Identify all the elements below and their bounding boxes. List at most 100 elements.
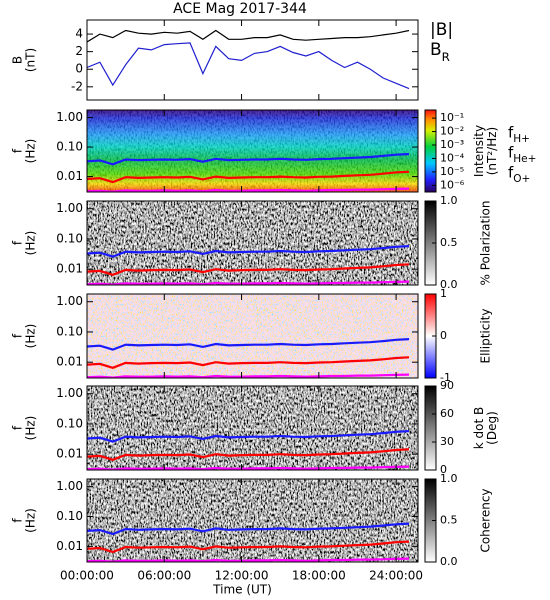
y-tick-label: 0.01	[56, 262, 83, 276]
panel: 1.00 0.10 0.01 f (Hz) 0 30 60 90 k dot B (Deg)	[11, 379, 500, 476]
colorbar-tick-label: 60	[440, 407, 454, 420]
x-tick-label: 06:00:00	[137, 569, 191, 583]
y-tick-label: 1.00	[56, 479, 83, 493]
colorbar-label: k dot B	[472, 407, 486, 449]
y-tick-label: 2	[75, 44, 83, 58]
spectrogram-image	[87, 386, 418, 470]
y-axis-label: f	[11, 148, 25, 153]
colorbar-tick-label: 10⁻⁶	[440, 178, 465, 191]
y-tick-label: 0	[75, 62, 83, 76]
colorbar-tick-label: 0.0	[440, 555, 458, 568]
colorbar-tick-label: 0	[440, 329, 447, 342]
y-axis-label: (Hz)	[24, 231, 38, 256]
series-line	[87, 29, 410, 43]
colorbar-tick-label: 1.0	[440, 472, 458, 485]
plot-frame	[86, 478, 419, 563]
spectrogram-image	[87, 201, 418, 285]
y-tick-label: 0.01	[56, 169, 83, 183]
plot-frame	[86, 200, 419, 286]
colorbar-tick-label: 10⁻³	[440, 138, 464, 151]
frequency-line	[87, 540, 410, 554]
frequency-line	[87, 170, 410, 184]
colorbar-label: Ellipticity	[479, 309, 493, 364]
colorbar-tick-label: 10⁻⁵	[440, 165, 464, 178]
y-axis-label: (Hz)	[24, 416, 38, 441]
colorbar-label: % Polarization	[479, 201, 493, 286]
colorbar-tick-label: -1	[440, 371, 451, 384]
spectrogram-texture	[87, 110, 418, 192]
frequency-line	[87, 187, 410, 192]
chart-title: ACE Mag 2017-344	[173, 1, 307, 17]
colorbar-label: Intensity	[472, 125, 486, 177]
y-axis-label: f	[11, 333, 25, 338]
x-tick-label: 12:00:00	[215, 569, 269, 583]
colorbar-tick-label: 10⁻⁴	[440, 151, 465, 164]
colorbar	[424, 109, 437, 193]
y-tick-label: 4	[75, 27, 83, 41]
y-axis-label: f	[11, 518, 25, 523]
y-tick-label: 0.10	[56, 324, 83, 338]
y-axis-label: f	[11, 425, 25, 430]
plot-frame	[86, 109, 419, 193]
panel: fH+fHe+fO+1.000.100.01f (Hz)10⁻¹10⁻²10⁻³1…	[11, 109, 536, 193]
y-tick-label: 0.10	[56, 231, 83, 245]
legend-label: |B|	[430, 20, 453, 40]
y-axis-label: B	[11, 56, 25, 64]
colorbar-tick-label: 1.0	[440, 194, 458, 207]
colorbar-tick-label: 0	[440, 463, 447, 476]
frequency-line	[87, 557, 410, 562]
plot-frame	[86, 293, 419, 379]
legend-label: fO+	[508, 164, 530, 186]
y-tick-label: 0.10	[56, 140, 83, 154]
frequency-line	[87, 152, 410, 166]
y-tick-label: -2	[71, 79, 83, 93]
colorbar	[424, 385, 437, 471]
y-tick-label: 0.01	[56, 539, 83, 553]
colorbar-label: Coherency	[479, 488, 493, 552]
panel: 1.00 0.10 0.01 f (Hz) 0.0 0.5 1.0 Coherency	[11, 472, 493, 568]
x-tick-label: 24:00:00	[369, 569, 423, 583]
legend-label: fHe+	[508, 144, 536, 166]
y-tick-label: 1.00	[56, 294, 83, 308]
x-axis-label: Time (UT)	[212, 583, 272, 597]
panel: 1.00 0.10 0.01 f (Hz) -1 0 1 Ellipticity	[11, 287, 493, 384]
frequency-line	[87, 245, 410, 258]
x-tick-label: 18:00:00	[292, 569, 346, 583]
spectrogram-image	[87, 479, 418, 562]
colorbar-tick-label: 90	[440, 379, 454, 392]
colorbar-tick-label: 0.5	[440, 236, 458, 249]
y-axis-label: (nT)	[24, 48, 38, 72]
y-axis-label: f	[11, 240, 25, 245]
frequency-line	[87, 465, 410, 470]
frequency-line	[87, 448, 410, 461]
y-tick-label: 1.00	[56, 110, 83, 124]
x-tick-label: 00:00:00	[60, 569, 114, 583]
frequency-line	[87, 263, 410, 276]
colorbar-tick-label: 10⁻²	[440, 125, 464, 138]
frequency-line	[87, 430, 410, 443]
colorbar-tick-label: 0.0	[440, 278, 458, 291]
colorbar-label: (nT²/Hz)	[485, 127, 499, 175]
legend-label: BR	[430, 40, 450, 64]
y-tick-label: 0.10	[56, 416, 83, 430]
y-tick-label: 0.10	[56, 509, 83, 523]
colorbar-tick-label: 1	[440, 287, 447, 300]
colorbar-tick-label: 10⁻¹	[440, 111, 464, 124]
frequency-line	[87, 356, 410, 369]
series-line	[87, 42, 410, 90]
frequency-line	[87, 522, 410, 536]
frequency-line	[87, 280, 410, 285]
y-tick-label: 0.01	[56, 447, 83, 461]
plot-frame	[86, 385, 419, 471]
colorbar-tick-label: 30	[440, 435, 454, 448]
panel: 1.00 0.10 0.01 f (Hz) 0.0 0.5 1.0 % Polarization	[11, 194, 493, 291]
y-axis-label: (Hz)	[24, 324, 38, 349]
y-axis-label: (Hz)	[24, 508, 38, 533]
colorbar-label: (Deg)	[485, 411, 499, 445]
frequency-line	[87, 373, 410, 378]
panel: |B|BR -2 0 2 4 B (nT)	[11, 19, 453, 101]
y-tick-label: 0.01	[56, 355, 83, 369]
plot-frame	[86, 19, 419, 101]
legend-label: fH+	[508, 124, 530, 146]
